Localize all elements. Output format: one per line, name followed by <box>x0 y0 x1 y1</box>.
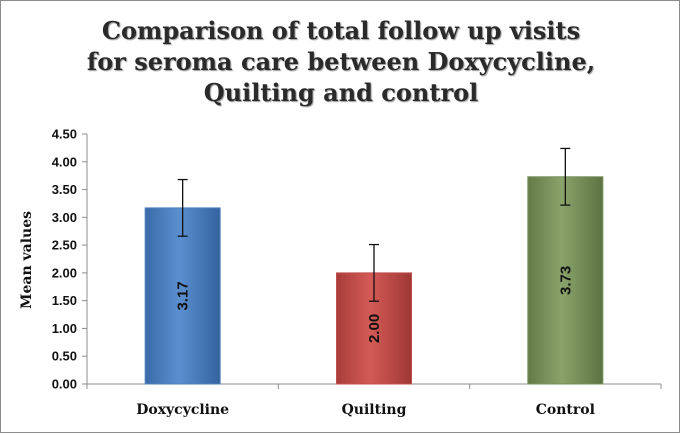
y-tick-label: 0.00 <box>52 377 77 392</box>
y-tick-label: 1.50 <box>52 293 77 308</box>
x-tick-label: Quilting <box>342 402 407 418</box>
y-tick-label: 3.00 <box>52 210 77 225</box>
data-label: 3.73 <box>557 266 574 295</box>
x-tick-label: Doxycycline <box>136 402 229 418</box>
y-tick-label: 2.00 <box>52 265 77 280</box>
y-tick-label: 4.50 <box>52 127 77 142</box>
bar-control <box>527 176 604 385</box>
y-tick-label: 3.50 <box>52 182 77 197</box>
data-label: 3.17 <box>175 281 192 310</box>
axes: 0.00 0.50 1.00 1.50 2.00 2.50 3.00 3.50 4.00 4.50… <box>52 127 662 418</box>
chart-title: Comparison of total follow up visits for… <box>86 16 596 107</box>
y-axis-label: Mean values <box>19 211 35 309</box>
y-tick-label: 2.50 <box>52 238 77 253</box>
x-tick-label: Control <box>536 402 595 418</box>
y-tick-label: 1.00 <box>52 321 77 336</box>
data-label: 2.00 <box>366 314 383 343</box>
y-tick-label: 4.00 <box>52 154 77 169</box>
y-tick-label: 0.50 <box>52 349 77 364</box>
bars-group: 3.17 2.00 3.73 <box>144 147 604 385</box>
